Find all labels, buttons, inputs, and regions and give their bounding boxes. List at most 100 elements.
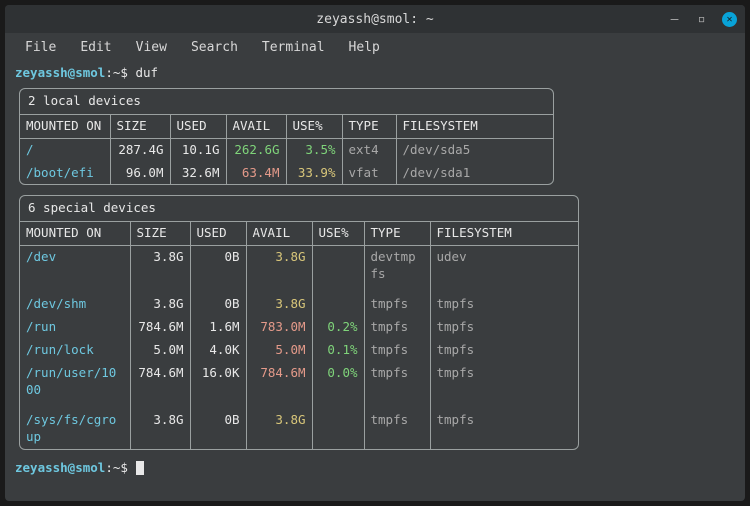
type-value: tmpfs	[371, 365, 409, 380]
size-value: 96.0M	[117, 165, 164, 182]
mount-path: /	[26, 142, 34, 157]
col-header: MOUNTED ON	[20, 115, 110, 138]
size-value: 784.6M	[137, 319, 184, 336]
type-value: devtmp fs	[371, 249, 416, 281]
fs-value: /dev/sda1	[403, 165, 471, 180]
menu-help[interactable]: Help	[339, 37, 390, 58]
used-value: 10.1G	[177, 142, 220, 159]
table-row: /run 784.6M 1.6M 783.0M 0.2% tmpfs tmpfs	[20, 316, 578, 339]
col-header: USED	[190, 222, 246, 245]
size-value: 3.8G	[137, 412, 184, 429]
type-value: tmpfs	[371, 319, 409, 334]
box-title: 2 local devices	[20, 89, 553, 115]
usep-value: 33.9%	[293, 165, 336, 182]
col-header: SIZE	[110, 115, 170, 138]
size-value: 287.4G	[117, 142, 164, 159]
prompt-cmd: duf	[135, 65, 158, 80]
size-value: 3.8G	[137, 249, 184, 266]
menu-view[interactable]: View	[126, 37, 177, 58]
terminal-content[interactable]: zeyassh@smol:~$ duf 2 local devicesMOUNT…	[5, 61, 745, 501]
table-row: .......	[20, 402, 578, 410]
terminal-window: zeyassh@smol: ~ – ▫ ✕ File Edit View Sea…	[5, 5, 745, 501]
fs-value: tmpfs	[437, 342, 475, 357]
type-value: tmpfs	[371, 342, 409, 357]
col-header: TYPE	[364, 222, 430, 245]
avail-value: 63.4M	[233, 165, 280, 182]
size-value: 5.0M	[137, 342, 184, 359]
col-header: USE%	[312, 222, 364, 245]
fs-value: /dev/sda5	[403, 142, 471, 157]
avail-value: 3.8G	[253, 296, 306, 313]
col-header: SIZE	[130, 222, 190, 245]
menu-terminal[interactable]: Terminal	[252, 37, 335, 58]
menubar: File Edit View Search Terminal Help	[5, 33, 745, 61]
mount-path: /dev	[26, 249, 56, 264]
duf-table: MOUNTED ONSIZEUSEDAVAILUSE%TYPEFILESYSTE…	[20, 115, 553, 185]
used-value: 16.0K	[197, 365, 240, 382]
duf-box-1: 6 special devicesMOUNTED ONSIZEUSEDAVAIL…	[19, 195, 579, 450]
menu-search[interactable]: Search	[181, 37, 248, 58]
usep-value: 0.1%	[319, 342, 358, 359]
mount-path: /run	[26, 319, 56, 334]
fs-value: udev	[437, 249, 467, 264]
col-header: FILESYSTEM	[396, 115, 553, 138]
mount-path: /dev/shm	[26, 296, 86, 311]
duf-box-0: 2 local devicesMOUNTED ONSIZEUSEDAVAILUS…	[19, 88, 554, 186]
mount-path: /boot/efi	[26, 165, 94, 180]
fs-value: tmpfs	[437, 319, 475, 334]
cursor-icon	[136, 461, 144, 475]
maximize-icon[interactable]: ▫	[695, 13, 708, 26]
table-row: /run/lock 5.0M 4.0K 5.0M 0.1% tmpfs tmpfs	[20, 339, 578, 362]
avail-value: 784.6M	[253, 365, 306, 382]
type-value: tmpfs	[371, 296, 409, 311]
close-icon[interactable]: ✕	[722, 12, 737, 27]
usep-value: 0.0%	[319, 365, 358, 382]
menu-edit[interactable]: Edit	[70, 37, 121, 58]
avail-value: 3.8G	[253, 412, 306, 429]
fs-value: tmpfs	[437, 412, 475, 427]
titlebar: zeyassh@smol: ~ – ▫ ✕	[5, 5, 745, 33]
box-title: 6 special devices	[20, 196, 578, 222]
used-value: 0B	[197, 412, 240, 429]
mount-path: /run/lock	[26, 342, 94, 357]
mount-path: /run/user/10 00	[26, 365, 116, 397]
fs-value: tmpfs	[437, 365, 475, 380]
table-row: /dev/shm 3.8G 0B 3.8G tmpfs tmpfs	[20, 293, 578, 316]
menu-file[interactable]: File	[15, 37, 66, 58]
size-value: 784.6M	[137, 365, 184, 382]
mount-path: /sys/fs/cgro up	[26, 412, 116, 444]
col-header: MOUNTED ON	[20, 222, 130, 245]
used-value: 0B	[197, 249, 240, 266]
avail-value: 5.0M	[253, 342, 306, 359]
prompt-user: zeyassh@smol	[15, 65, 105, 80]
table-row: /dev 3.8G 0B 3.8G devtmp fs udev	[20, 246, 578, 286]
size-value: 3.8G	[137, 296, 184, 313]
window-title: zeyassh@smol: ~	[316, 12, 433, 27]
table-row: /run/user/10 00 784.6M 16.0K 784.6M 0.0% tmpf…	[20, 362, 578, 402]
col-header: AVAIL	[246, 222, 312, 245]
table-row: .......	[20, 286, 578, 294]
col-header: USED	[170, 115, 226, 138]
type-value: ext4	[349, 142, 379, 157]
avail-value: 3.8G	[253, 249, 306, 266]
used-value: 4.0K	[197, 342, 240, 359]
avail-value: 262.6G	[233, 142, 280, 159]
type-value: vfat	[349, 165, 379, 180]
table-row: /boot/efi 96.0M 32.6M 63.4M 33.9% vfat/dev/sd…	[20, 162, 553, 185]
prompt-user: zeyassh@smol	[15, 460, 105, 475]
used-value: 1.6M	[197, 319, 240, 336]
col-header: USE%	[286, 115, 342, 138]
prompt-line: zeyassh@smol:~$ duf	[15, 65, 735, 82]
col-header: TYPE	[342, 115, 396, 138]
fs-value: tmpfs	[437, 296, 475, 311]
table-row: /287.4G10.1G262.6G3.5%ext4/dev/sda5	[20, 138, 553, 161]
avail-value: 783.0M	[253, 319, 306, 336]
col-header: FILESYSTEM	[430, 222, 578, 245]
col-header: AVAIL	[226, 115, 286, 138]
minimize-icon[interactable]: –	[668, 13, 681, 26]
used-value: 0B	[197, 296, 240, 313]
used-value: 32.6M	[177, 165, 220, 182]
usep-value: 0.2%	[319, 319, 358, 336]
table-row: /sys/fs/cgro up3.8G0B3.8Gtmpfstmpfs	[20, 409, 578, 449]
prompt-line-2: zeyassh@smol:~$	[15, 460, 735, 477]
